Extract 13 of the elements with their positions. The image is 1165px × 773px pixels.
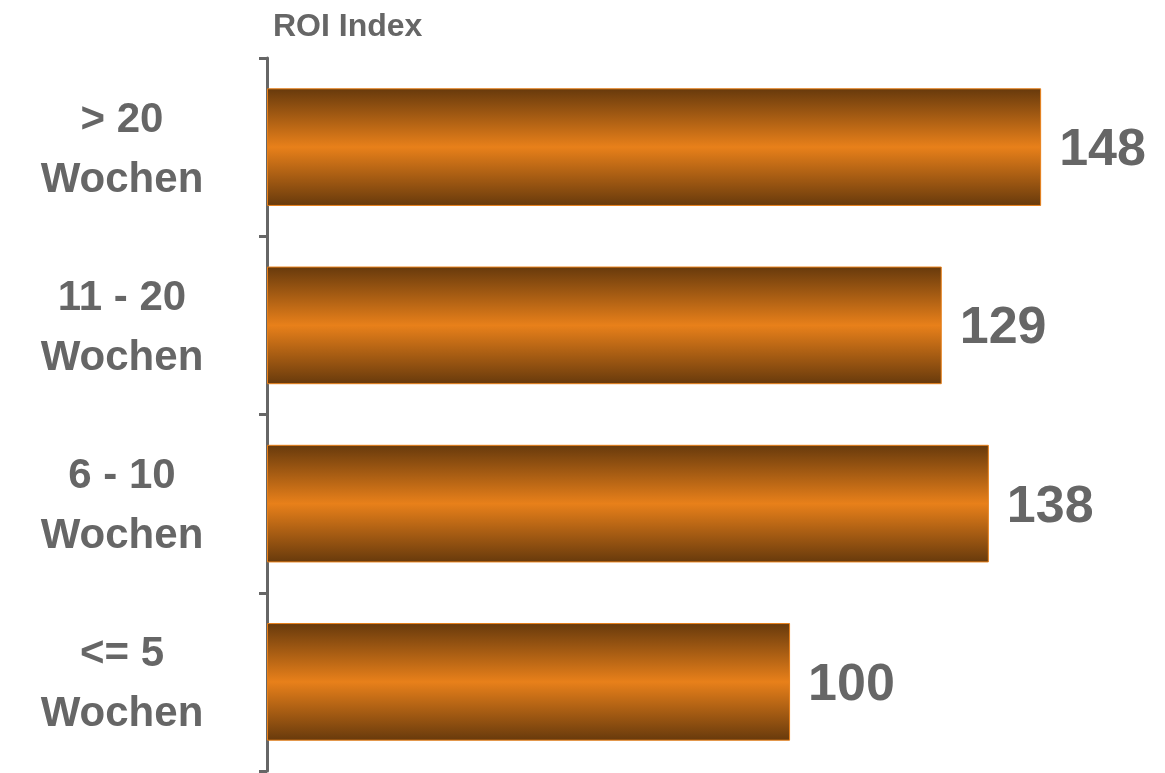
y-tick-label: > 20 Wochen bbox=[40, 93, 204, 201]
bar bbox=[267, 444, 989, 563]
y-tick-label: <= 5 Wochen bbox=[40, 628, 204, 736]
data-label: 138 bbox=[1006, 474, 1094, 533]
chart-title: ROI Index bbox=[273, 7, 423, 43]
bar bbox=[267, 266, 942, 385]
data-label: 100 bbox=[808, 652, 895, 711]
bar bbox=[267, 623, 791, 741]
y-tick-label: 6 - 10 Wochen bbox=[40, 450, 204, 558]
y-tick-label: 11 - 20 Wochen bbox=[40, 271, 204, 379]
bar bbox=[267, 88, 1042, 206]
data-label: 148 bbox=[1059, 118, 1146, 177]
data-label: 129 bbox=[959, 296, 1047, 355]
